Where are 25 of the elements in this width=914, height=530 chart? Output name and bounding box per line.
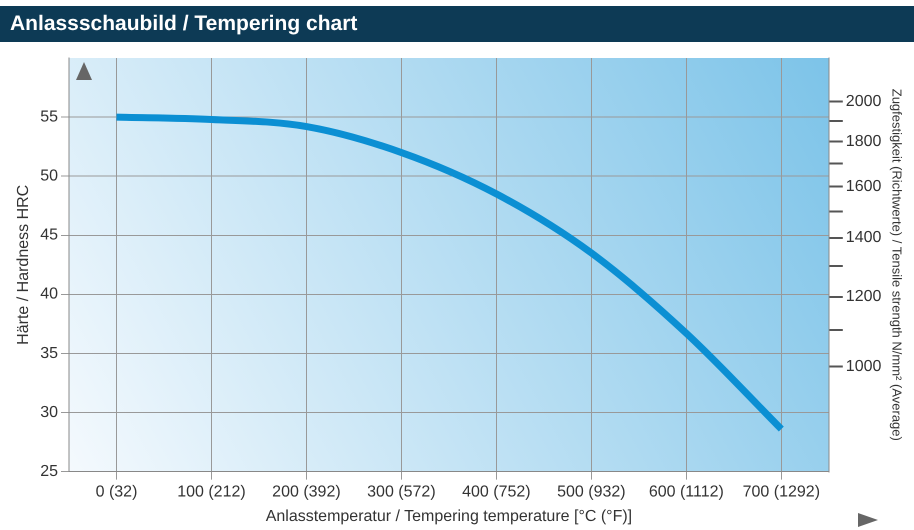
- x-tick-label: 200 (392): [272, 484, 341, 501]
- y2-tick-label: 1800: [846, 133, 882, 150]
- y-axis-title: Härte / Hardness HRC: [15, 184, 32, 345]
- y-tick-label: 30: [40, 404, 58, 421]
- x-tick-label: 500 (932): [557, 484, 626, 501]
- y2-tick-label: 1000: [846, 358, 882, 375]
- y2-tick-label: 1600: [846, 178, 882, 196]
- chart-title: Anlassschaubild / Tempering chart: [0, 6, 914, 42]
- x-tick-label: 0 (32): [96, 484, 138, 501]
- x-tick-label: 300 (572): [367, 484, 436, 501]
- y-tick-label: 45: [40, 226, 58, 244]
- x-tick-label: 600 (1112): [648, 484, 724, 501]
- y-tick-label: 35: [40, 344, 58, 362]
- y2-tick-label: 1400: [846, 229, 882, 246]
- x-tick-label: 700 (1292): [742, 484, 820, 501]
- y-tick-label: 40: [40, 286, 58, 303]
- y2-tick-label: 1200: [846, 288, 882, 306]
- y-tick-label: 50: [40, 168, 58, 185]
- y-tick-label: 55: [40, 108, 58, 126]
- x-axis-title: Anlasstemperatur / Tempering temperature [°C (°F)]: [266, 508, 632, 525]
- x-tick-label: 400 (752): [462, 484, 531, 501]
- x-tick-label: 100 (212): [177, 484, 246, 501]
- y2-axis-title: Zugfestigkeit (Richtwerte) / Tensile strength N/mm² (Average): [890, 88, 905, 441]
- y2-tick-label: 2000: [846, 92, 882, 110]
- y-tick-label: 25: [40, 463, 58, 480]
